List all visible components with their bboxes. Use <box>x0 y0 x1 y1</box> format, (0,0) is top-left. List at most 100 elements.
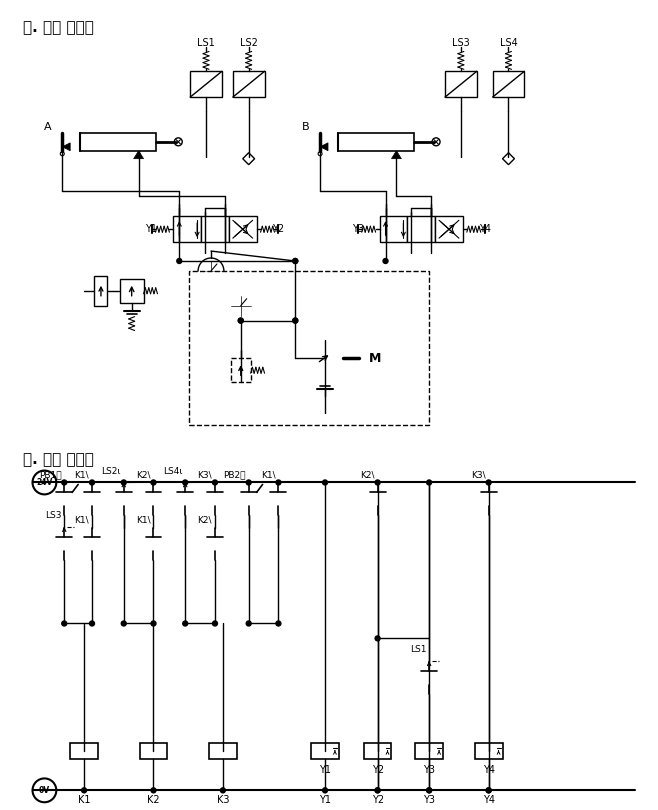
Text: Y4: Y4 <box>482 795 495 805</box>
Text: K1\: K1\ <box>261 471 276 480</box>
Bar <box>311 743 339 758</box>
Circle shape <box>375 788 380 793</box>
Bar <box>380 216 407 242</box>
Circle shape <box>322 788 328 793</box>
Text: Y4: Y4 <box>478 224 491 234</box>
Circle shape <box>307 340 343 376</box>
Circle shape <box>318 151 322 156</box>
Bar <box>201 216 229 242</box>
Circle shape <box>213 480 217 485</box>
Polygon shape <box>134 151 143 159</box>
Bar <box>231 358 251 382</box>
Text: K3: K3 <box>216 795 229 805</box>
Circle shape <box>213 621 217 626</box>
Circle shape <box>486 480 491 485</box>
Text: LS3: LS3 <box>452 39 470 49</box>
Text: 24V: 24V <box>36 478 53 487</box>
Text: Y1: Y1 <box>145 224 157 234</box>
Circle shape <box>246 480 251 485</box>
Bar <box>445 71 477 97</box>
Polygon shape <box>320 143 328 151</box>
Text: LS4: LS4 <box>499 39 517 49</box>
Text: M: M <box>368 352 381 365</box>
Circle shape <box>32 471 57 494</box>
Circle shape <box>151 621 156 626</box>
Circle shape <box>89 621 95 626</box>
Bar <box>364 743 392 758</box>
Bar <box>120 279 143 303</box>
Bar <box>407 216 435 242</box>
Text: Y2: Y2 <box>372 795 384 805</box>
Bar <box>415 743 443 758</box>
Text: PB1ㅉ: PB1ㅉ <box>39 471 61 480</box>
Polygon shape <box>392 151 401 159</box>
Text: Y2: Y2 <box>372 765 384 774</box>
Bar <box>233 71 265 97</box>
Bar <box>229 216 257 242</box>
Circle shape <box>183 621 188 626</box>
Bar <box>94 276 107 305</box>
Text: Y2: Y2 <box>272 224 284 234</box>
Circle shape <box>426 788 432 793</box>
Text: Y4: Y4 <box>482 765 495 774</box>
Text: LS1: LS1 <box>197 39 215 49</box>
Circle shape <box>61 151 64 156</box>
Circle shape <box>121 621 126 626</box>
Circle shape <box>375 636 380 641</box>
Circle shape <box>198 258 224 283</box>
Circle shape <box>32 778 57 802</box>
Text: 0V: 0V <box>39 786 50 795</box>
Text: Y3: Y3 <box>423 765 435 774</box>
Text: A: A <box>43 122 51 132</box>
Circle shape <box>276 621 281 626</box>
Bar <box>70 743 98 758</box>
Circle shape <box>183 480 188 485</box>
Text: K3\: K3\ <box>197 471 212 480</box>
Text: Y1: Y1 <box>319 795 331 805</box>
Text: K1\: K1\ <box>74 515 89 524</box>
Circle shape <box>486 788 491 793</box>
Polygon shape <box>63 143 70 151</box>
Circle shape <box>62 621 66 626</box>
Text: Y1: Y1 <box>319 765 331 774</box>
Text: K2\: K2\ <box>197 515 212 524</box>
Circle shape <box>293 318 298 323</box>
Circle shape <box>322 480 328 485</box>
Circle shape <box>174 138 182 146</box>
Circle shape <box>246 621 251 626</box>
Bar <box>190 271 429 425</box>
Text: Y3: Y3 <box>423 795 435 805</box>
Circle shape <box>151 788 156 793</box>
Circle shape <box>293 258 298 263</box>
Text: K3\: K3\ <box>471 471 486 480</box>
Circle shape <box>177 258 182 263</box>
Bar <box>80 133 157 151</box>
Bar <box>139 743 167 758</box>
Text: LS2ι: LS2ι <box>101 467 121 475</box>
Text: K2: K2 <box>147 795 160 805</box>
Bar <box>338 133 415 151</box>
Bar <box>173 216 201 242</box>
Circle shape <box>426 480 432 485</box>
Text: K1\: K1\ <box>136 515 151 524</box>
Bar <box>475 743 503 758</box>
Text: B: B <box>301 122 309 132</box>
Text: LS3: LS3 <box>45 511 61 520</box>
Circle shape <box>151 480 156 485</box>
Circle shape <box>121 480 126 485</box>
Circle shape <box>359 343 390 374</box>
Circle shape <box>486 788 491 793</box>
Circle shape <box>293 258 298 263</box>
Circle shape <box>383 258 388 263</box>
Circle shape <box>238 318 243 323</box>
Circle shape <box>426 788 432 793</box>
Text: 가. 유압 회로도: 가. 유압 회로도 <box>22 20 93 36</box>
Text: LS2: LS2 <box>240 39 258 49</box>
Circle shape <box>432 138 440 146</box>
Text: K2\: K2\ <box>360 471 374 480</box>
Circle shape <box>89 480 95 485</box>
Circle shape <box>62 480 66 485</box>
Circle shape <box>293 318 298 323</box>
Text: K1\: K1\ <box>74 471 89 480</box>
Bar <box>493 71 524 97</box>
